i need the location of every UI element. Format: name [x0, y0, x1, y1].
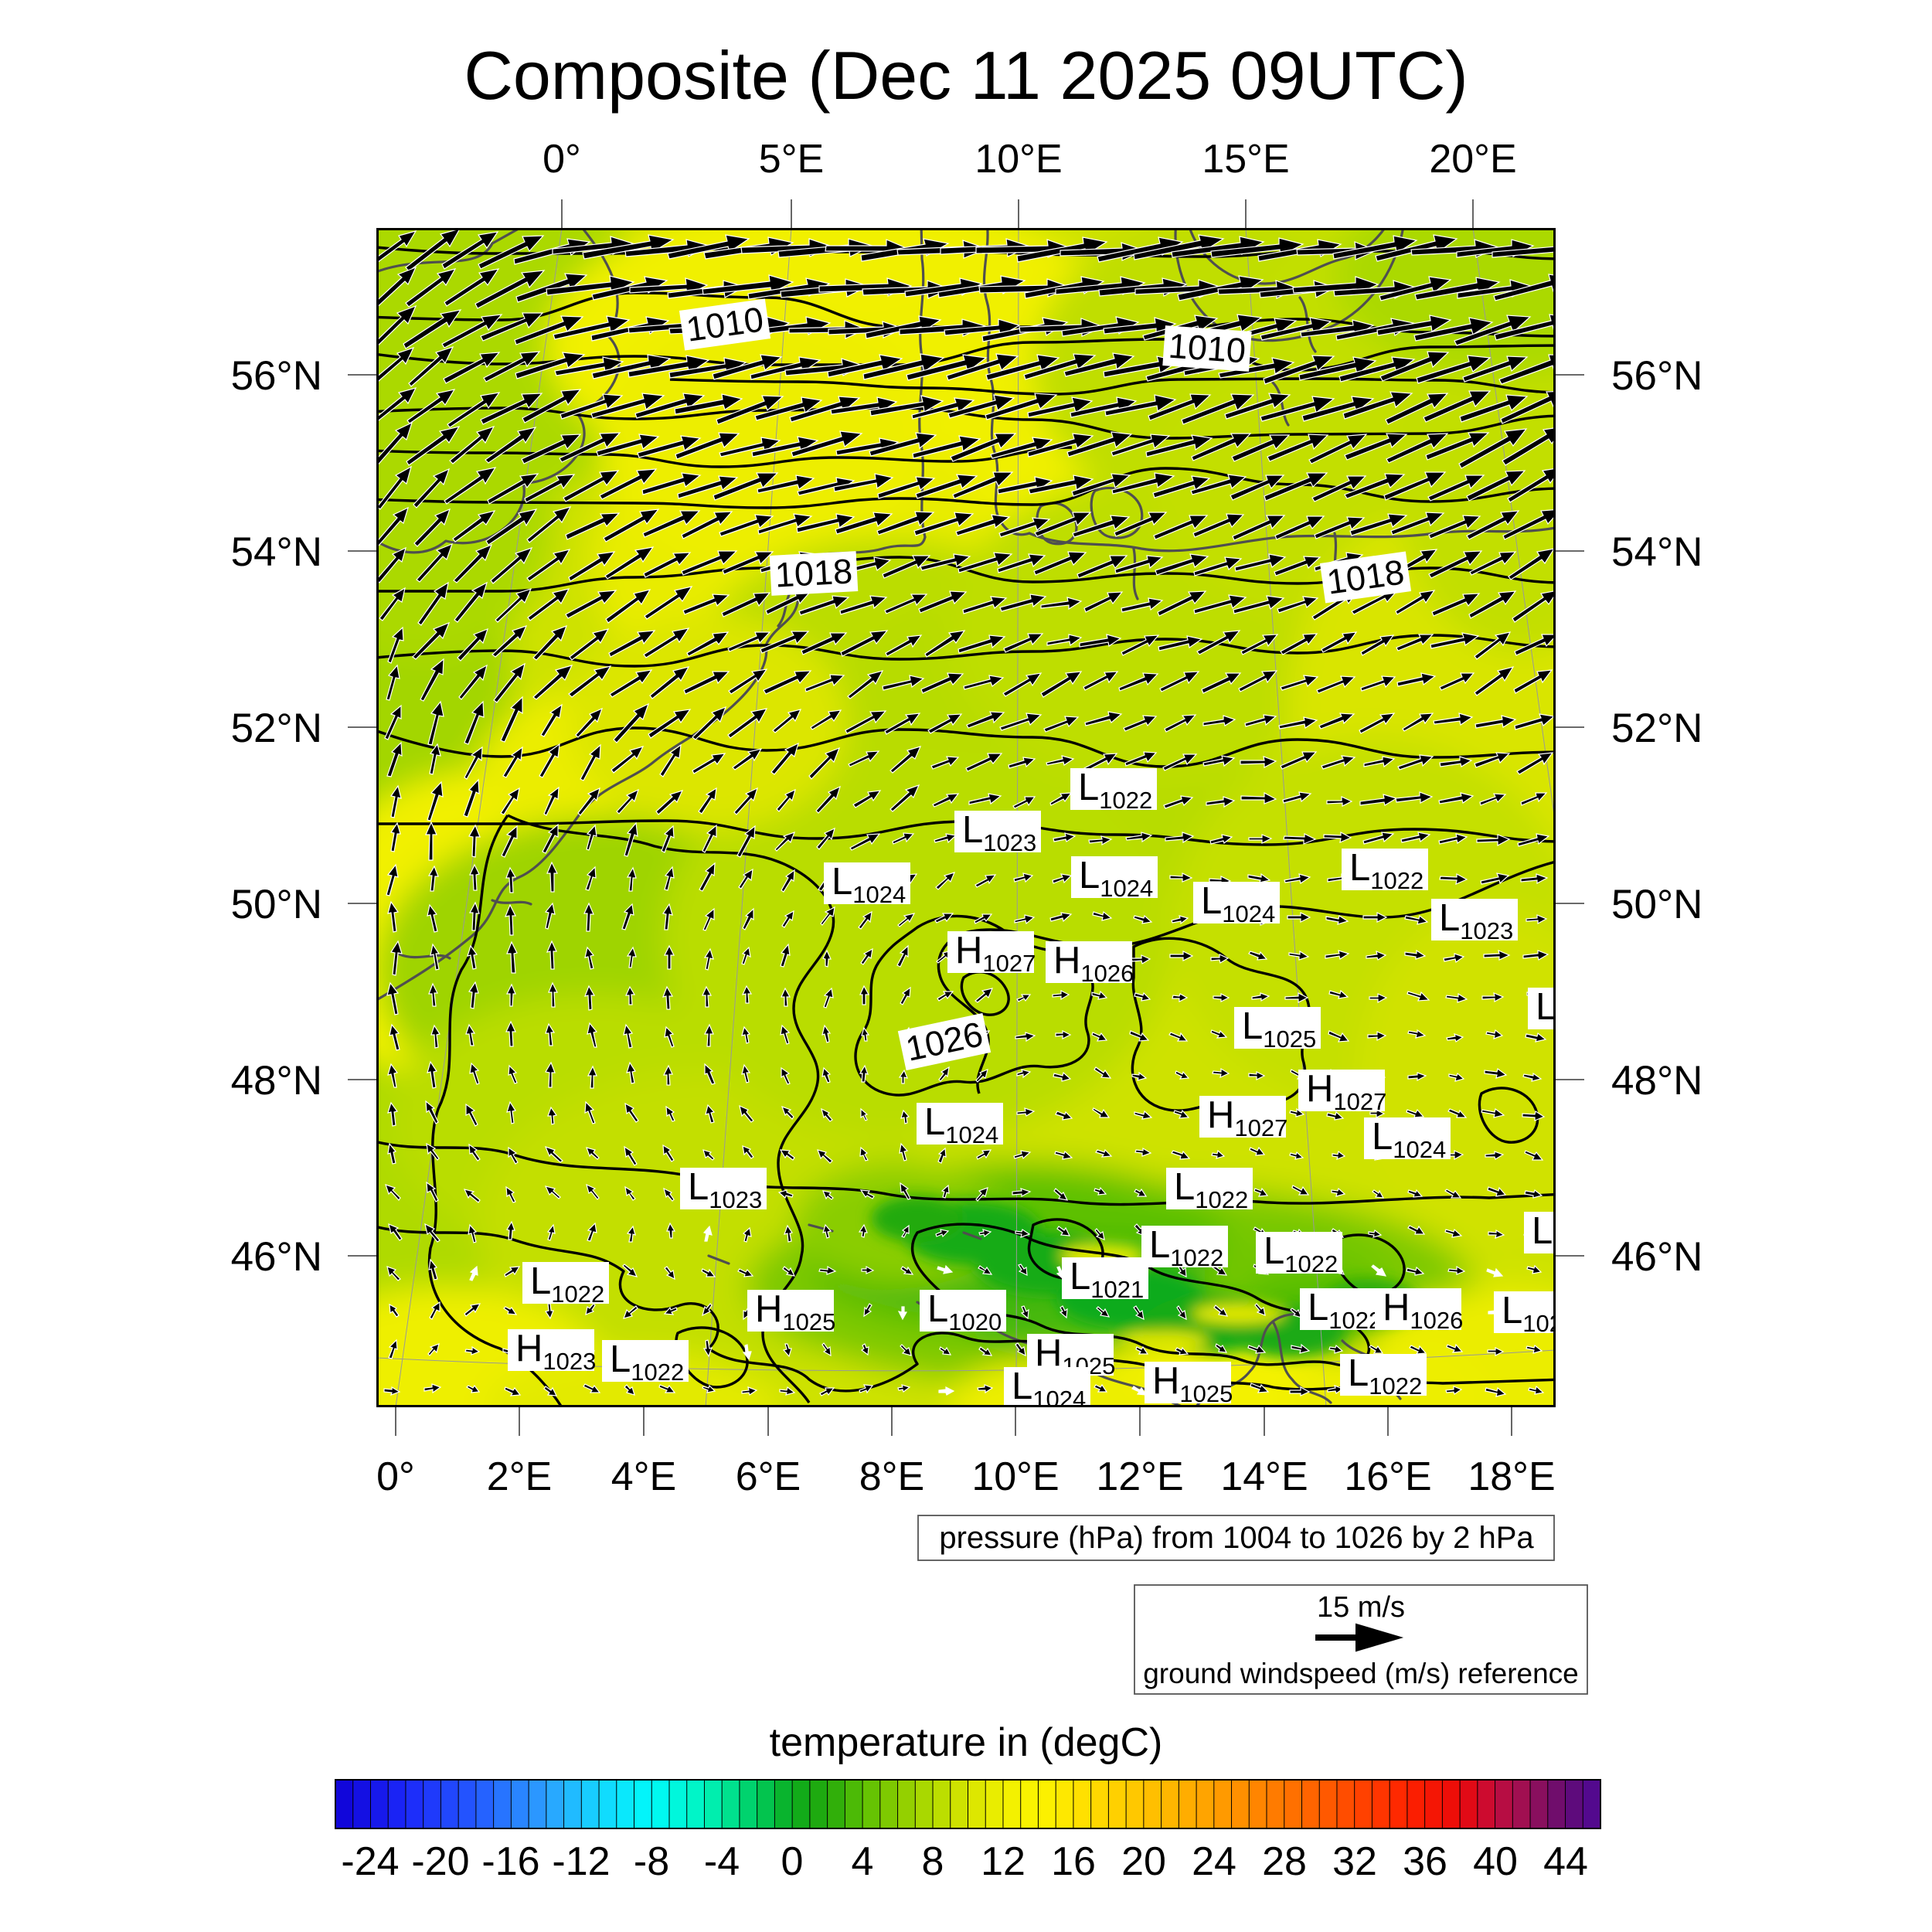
svg-text:54°N: 54°N [1611, 529, 1702, 575]
svg-text:ground windspeed (m/s) referen: ground windspeed (m/s) reference [1143, 1658, 1579, 1689]
svg-text:15 m/s: 15 m/s [1317, 1591, 1405, 1624]
svg-text:L1021: L1021 [1070, 1256, 1144, 1303]
svg-text:46°N: 46°N [1611, 1234, 1702, 1280]
svg-text:28: 28 [1262, 1839, 1307, 1884]
svg-text:32: 32 [1332, 1839, 1377, 1884]
svg-text:L1020: L1020 [927, 1288, 1002, 1335]
svg-text:48°N: 48°N [231, 1058, 322, 1104]
svg-text:L10: L10 [1536, 986, 1556, 1033]
svg-text:-16: -16 [481, 1839, 539, 1884]
svg-text:8°E: 8°E [859, 1454, 924, 1499]
svg-text:52°N: 52°N [1611, 706, 1702, 751]
svg-text:10°E: 10°E [971, 1454, 1059, 1499]
svg-text:-12: -12 [552, 1839, 610, 1884]
svg-text:56°N: 56°N [1611, 353, 1702, 399]
svg-text:-4: -4 [704, 1839, 740, 1884]
svg-text:0: 0 [781, 1839, 804, 1884]
svg-text:16: 16 [1051, 1839, 1096, 1884]
svg-text:16°E: 16°E [1344, 1454, 1431, 1499]
svg-text:12: 12 [981, 1839, 1026, 1884]
svg-text:14°E: 14°E [1220, 1454, 1308, 1499]
svg-text:-20: -20 [411, 1839, 469, 1884]
svg-text:4: 4 [852, 1839, 874, 1884]
svg-text:1010: 1010 [1167, 326, 1247, 371]
svg-text:54°N: 54°N [231, 529, 322, 575]
svg-text:0°: 0° [376, 1454, 415, 1499]
svg-text:46°N: 46°N [231, 1234, 322, 1280]
svg-text:6°E: 6°E [736, 1454, 801, 1499]
svg-text:5°E: 5°E [759, 137, 824, 182]
svg-text:12°E: 12°E [1096, 1454, 1183, 1499]
svg-text:0°: 0° [543, 137, 581, 182]
svg-text:15°E: 15°E [1202, 137, 1289, 182]
svg-text:40: 40 [1473, 1839, 1518, 1884]
svg-text:temperature in (degC): temperature in (degC) [770, 1720, 1163, 1765]
svg-text:20°E: 20°E [1429, 137, 1516, 182]
svg-text:50°N: 50°N [1611, 882, 1702, 927]
svg-text:24: 24 [1192, 1839, 1236, 1884]
svg-text:4°E: 4°E [611, 1454, 676, 1499]
svg-text:20: 20 [1121, 1839, 1166, 1884]
svg-text:10°E: 10°E [975, 137, 1062, 182]
svg-text:18°E: 18°E [1468, 1454, 1555, 1499]
svg-text:50°N: 50°N [231, 882, 322, 927]
svg-text:pressure (hPa) from 1004 to 10: pressure (hPa) from 1004 to 1026 by 2 hP… [939, 1521, 1534, 1555]
svg-text:-24: -24 [341, 1839, 399, 1884]
svg-text:36: 36 [1403, 1839, 1447, 1884]
svg-text:44: 44 [1543, 1839, 1588, 1884]
svg-text:8: 8 [922, 1839, 944, 1884]
svg-text:52°N: 52°N [231, 706, 322, 751]
svg-text:56°N: 56°N [231, 353, 322, 399]
svg-text:-8: -8 [634, 1839, 669, 1884]
svg-text:H1027: H1027 [1306, 1068, 1386, 1115]
svg-text:1018: 1018 [774, 551, 854, 594]
svg-text:2°E: 2°E [487, 1454, 552, 1499]
svg-text:Composite (Dec 11 2025 09UTC): Composite (Dec 11 2025 09UTC) [464, 37, 1468, 114]
svg-text:48°N: 48°N [1611, 1058, 1702, 1104]
